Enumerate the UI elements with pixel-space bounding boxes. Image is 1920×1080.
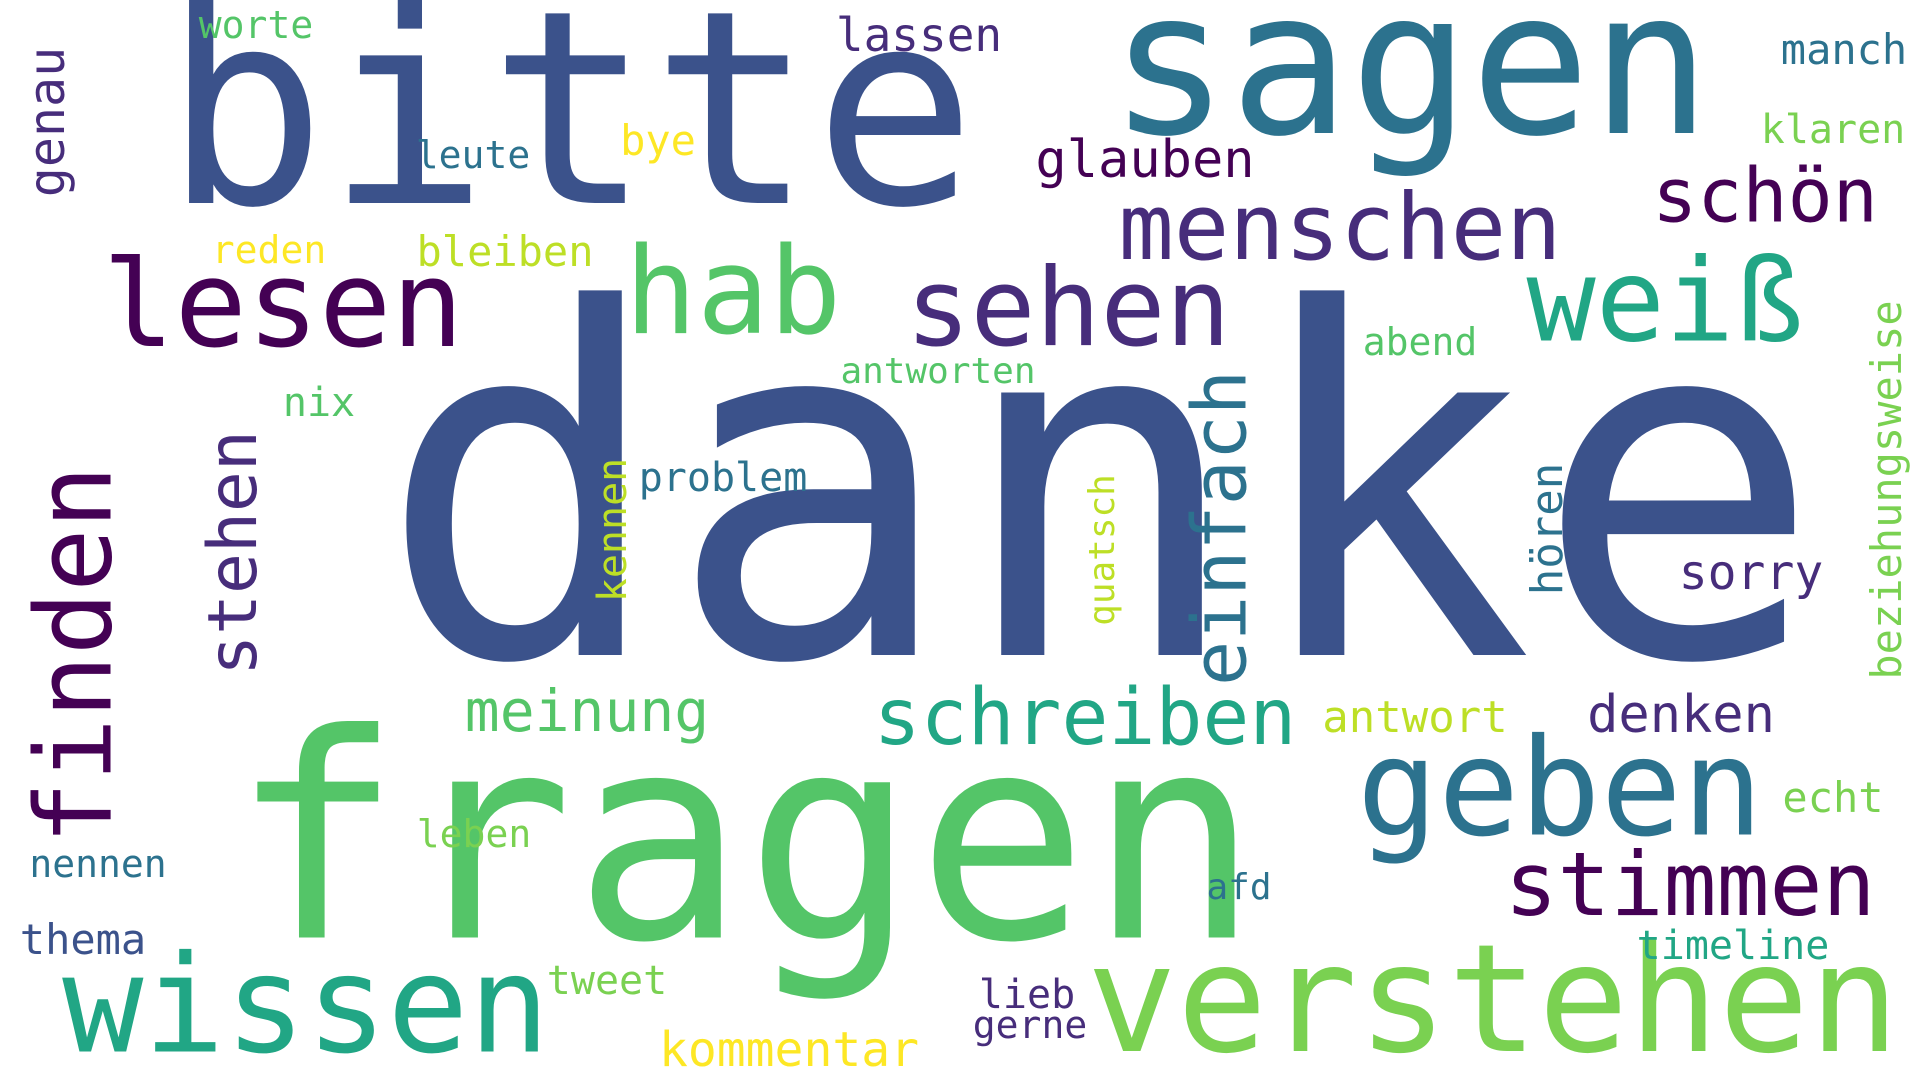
word-nix: nix bbox=[282, 380, 356, 426]
word-kennen: kennen bbox=[590, 457, 636, 603]
word-abend: abend bbox=[1362, 320, 1478, 364]
word-hren: hören bbox=[1522, 462, 1573, 596]
word-nennen: nennen bbox=[29, 842, 167, 886]
word-einfach: einfach bbox=[1175, 369, 1264, 687]
word-antwort: antwort bbox=[1322, 692, 1508, 743]
word-denken: denken bbox=[1587, 685, 1775, 745]
word-menschen: menschen bbox=[1118, 174, 1562, 281]
word-lassen: lassen bbox=[835, 8, 1003, 62]
word-meinung: meinung bbox=[464, 677, 710, 745]
word-wei: weiß bbox=[1526, 234, 1804, 369]
word-genau: genau bbox=[18, 46, 76, 198]
word-manch: manch bbox=[1780, 25, 1908, 74]
word-verstehen: verstehen bbox=[1086, 913, 1900, 1080]
word-geben: geben bbox=[1356, 709, 1764, 867]
word-thema: thema bbox=[19, 915, 147, 964]
word-timeline: timeline bbox=[1636, 923, 1830, 969]
word-bitte: bitte bbox=[163, 0, 977, 267]
word-hab: hab bbox=[624, 223, 842, 362]
word-schreiben: schreiben bbox=[873, 673, 1297, 763]
word-sorry: sorry bbox=[1678, 545, 1824, 601]
word-finden: finden bbox=[13, 465, 136, 845]
word-beziehungsweise: beziehungsweise bbox=[1862, 300, 1911, 680]
word-sagen: sagen bbox=[1108, 0, 1712, 181]
word-leute: leute bbox=[415, 133, 531, 177]
word-gerne: gerne bbox=[972, 1003, 1088, 1047]
word-tweet: tweet bbox=[546, 958, 668, 1004]
word-stimmen: stimmen bbox=[1504, 833, 1876, 936]
word-kommentar: kommentar bbox=[658, 1022, 920, 1078]
word-sehen: sehen bbox=[905, 246, 1231, 371]
word-antworten: antworten bbox=[840, 351, 1036, 392]
word-glauben: glauben bbox=[1035, 130, 1255, 190]
word-reden: reden bbox=[211, 228, 327, 272]
word-klaren: klaren bbox=[1760, 107, 1906, 153]
word-lieb: lieb bbox=[978, 972, 1076, 1018]
word-stehen: stehen bbox=[194, 430, 273, 676]
word-afd: afd bbox=[1206, 867, 1272, 908]
word-fragen: fragen bbox=[230, 673, 1260, 1006]
word-schn: schön bbox=[1652, 151, 1878, 240]
word-bleiben: bleiben bbox=[416, 227, 594, 276]
word-bye: bye bbox=[620, 116, 696, 165]
word-echt: echt bbox=[1782, 773, 1884, 822]
word-quatsch: quatsch bbox=[1082, 474, 1123, 626]
word-worte: worte bbox=[198, 3, 314, 47]
word-problem: problem bbox=[638, 455, 808, 501]
word-lesen: lesen bbox=[102, 236, 464, 375]
word-leben: leben bbox=[416, 812, 532, 856]
word-danke: danke bbox=[377, 210, 1823, 769]
word-wissen: wissen bbox=[62, 926, 550, 1080]
